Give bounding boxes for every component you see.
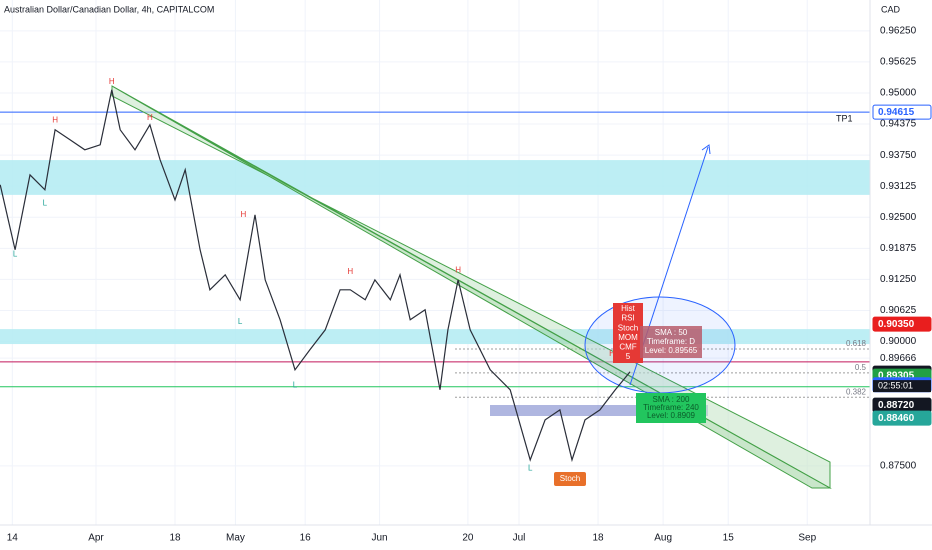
price-tag	[872, 104, 932, 120]
pivot-label: L	[43, 198, 48, 207]
indicator-label: Stoch	[618, 323, 638, 332]
x-tick-label: 15	[723, 533, 735, 544]
y-tick-label: 0.90000	[880, 336, 917, 347]
pivot-label: H	[147, 113, 153, 122]
layers: TP1 0.618 0.5 0.382	[0, 0, 870, 525]
x-tick-label: 18	[169, 533, 181, 544]
price-tag-label: 0.89305	[878, 371, 915, 382]
pivot-label: L	[293, 380, 298, 389]
tooltip-text: Level: 0.8909	[647, 411, 696, 420]
tooltip-d	[640, 326, 702, 358]
tooltip-text: SMA : 50	[655, 328, 688, 337]
x-tick-label: Aug	[654, 533, 672, 544]
x-tick-label: 14	[7, 533, 19, 544]
tooltip-text: Timeframe: 240	[643, 403, 699, 412]
y-tick-label: 0.90625	[880, 305, 917, 316]
price-tag-label: 0.94615	[878, 107, 915, 118]
pivot-label: H	[455, 266, 461, 275]
pivot-label: H	[109, 77, 115, 86]
tooltip-text: Timeframe: D	[647, 337, 695, 346]
y-tick-label: 0.96250	[880, 25, 917, 36]
x-tick-label: Sep	[798, 533, 816, 544]
y-tick-label: 0.87500	[880, 460, 917, 471]
pivot-label: L	[13, 250, 18, 259]
indicator-box	[613, 303, 643, 363]
price-tag-label: 0.88460	[878, 413, 915, 424]
currency: CAD	[881, 4, 901, 14]
pivot-label: L	[238, 317, 243, 326]
channel-band	[111, 85, 832, 489]
price-tag-label: 0.88720	[878, 400, 915, 411]
price-line	[0, 89, 631, 463]
indicator-label: Hist	[621, 304, 636, 313]
y-tick-label: 0.95625	[880, 57, 917, 68]
pivot-label: H	[52, 115, 58, 124]
tooltip-240	[636, 393, 706, 423]
x-tick-label: Jul	[513, 533, 526, 544]
x-tick-label: 16	[300, 533, 312, 544]
x-tick-label: Apr	[88, 533, 104, 544]
y-tick-label: 0.91250	[880, 274, 917, 285]
tp-label: TP1	[836, 113, 853, 123]
pivot-label: H	[240, 210, 246, 219]
x-tick-label: 20	[462, 533, 474, 544]
indicator-label: RSI	[621, 314, 634, 323]
zone	[0, 329, 870, 345]
fib-label: 0.5	[855, 363, 867, 372]
x-tick-label: Jun	[372, 533, 388, 544]
x-tick-label: 18	[592, 533, 604, 544]
zone	[0, 160, 870, 195]
y-tick-label: 0.91875	[880, 243, 917, 254]
chart-title: Australian Dollar/Canadian Dollar, 4h, C…	[4, 4, 214, 14]
pivot-label: H	[347, 267, 353, 276]
tooltip-text: Level: 0.89565	[645, 346, 698, 355]
x-tick-label: May	[226, 533, 245, 544]
pivot-label: L	[528, 463, 533, 472]
y-tick-label: 0.92500	[880, 212, 917, 223]
price-tag	[872, 316, 932, 332]
indicator-label: CMF	[619, 343, 636, 352]
fib-label: 0.618	[846, 339, 867, 348]
indicator-label: MOM	[618, 333, 638, 342]
y-tick-label: 0.95000	[880, 88, 917, 99]
tooltip-text: SMA : 200	[653, 395, 690, 404]
countdown: 02:55:01	[878, 380, 913, 390]
y-tick-label: 0.89666	[880, 353, 917, 364]
y-tick-label: 0.93750	[880, 150, 917, 161]
indicator-label: 5	[626, 352, 631, 361]
pivot-label: H	[609, 349, 615, 358]
stoch-label: Stoch	[560, 474, 580, 483]
price-tag-label: 0.90350	[878, 319, 915, 330]
fib-label: 0.382	[846, 387, 867, 396]
price-tag	[872, 410, 932, 426]
arrow-head	[701, 144, 711, 155]
y-tick-label: 0.94375	[880, 119, 917, 130]
y-tick-label: 0.93125	[880, 181, 917, 192]
countdown-box	[873, 380, 931, 393]
stoch-box	[554, 472, 586, 486]
